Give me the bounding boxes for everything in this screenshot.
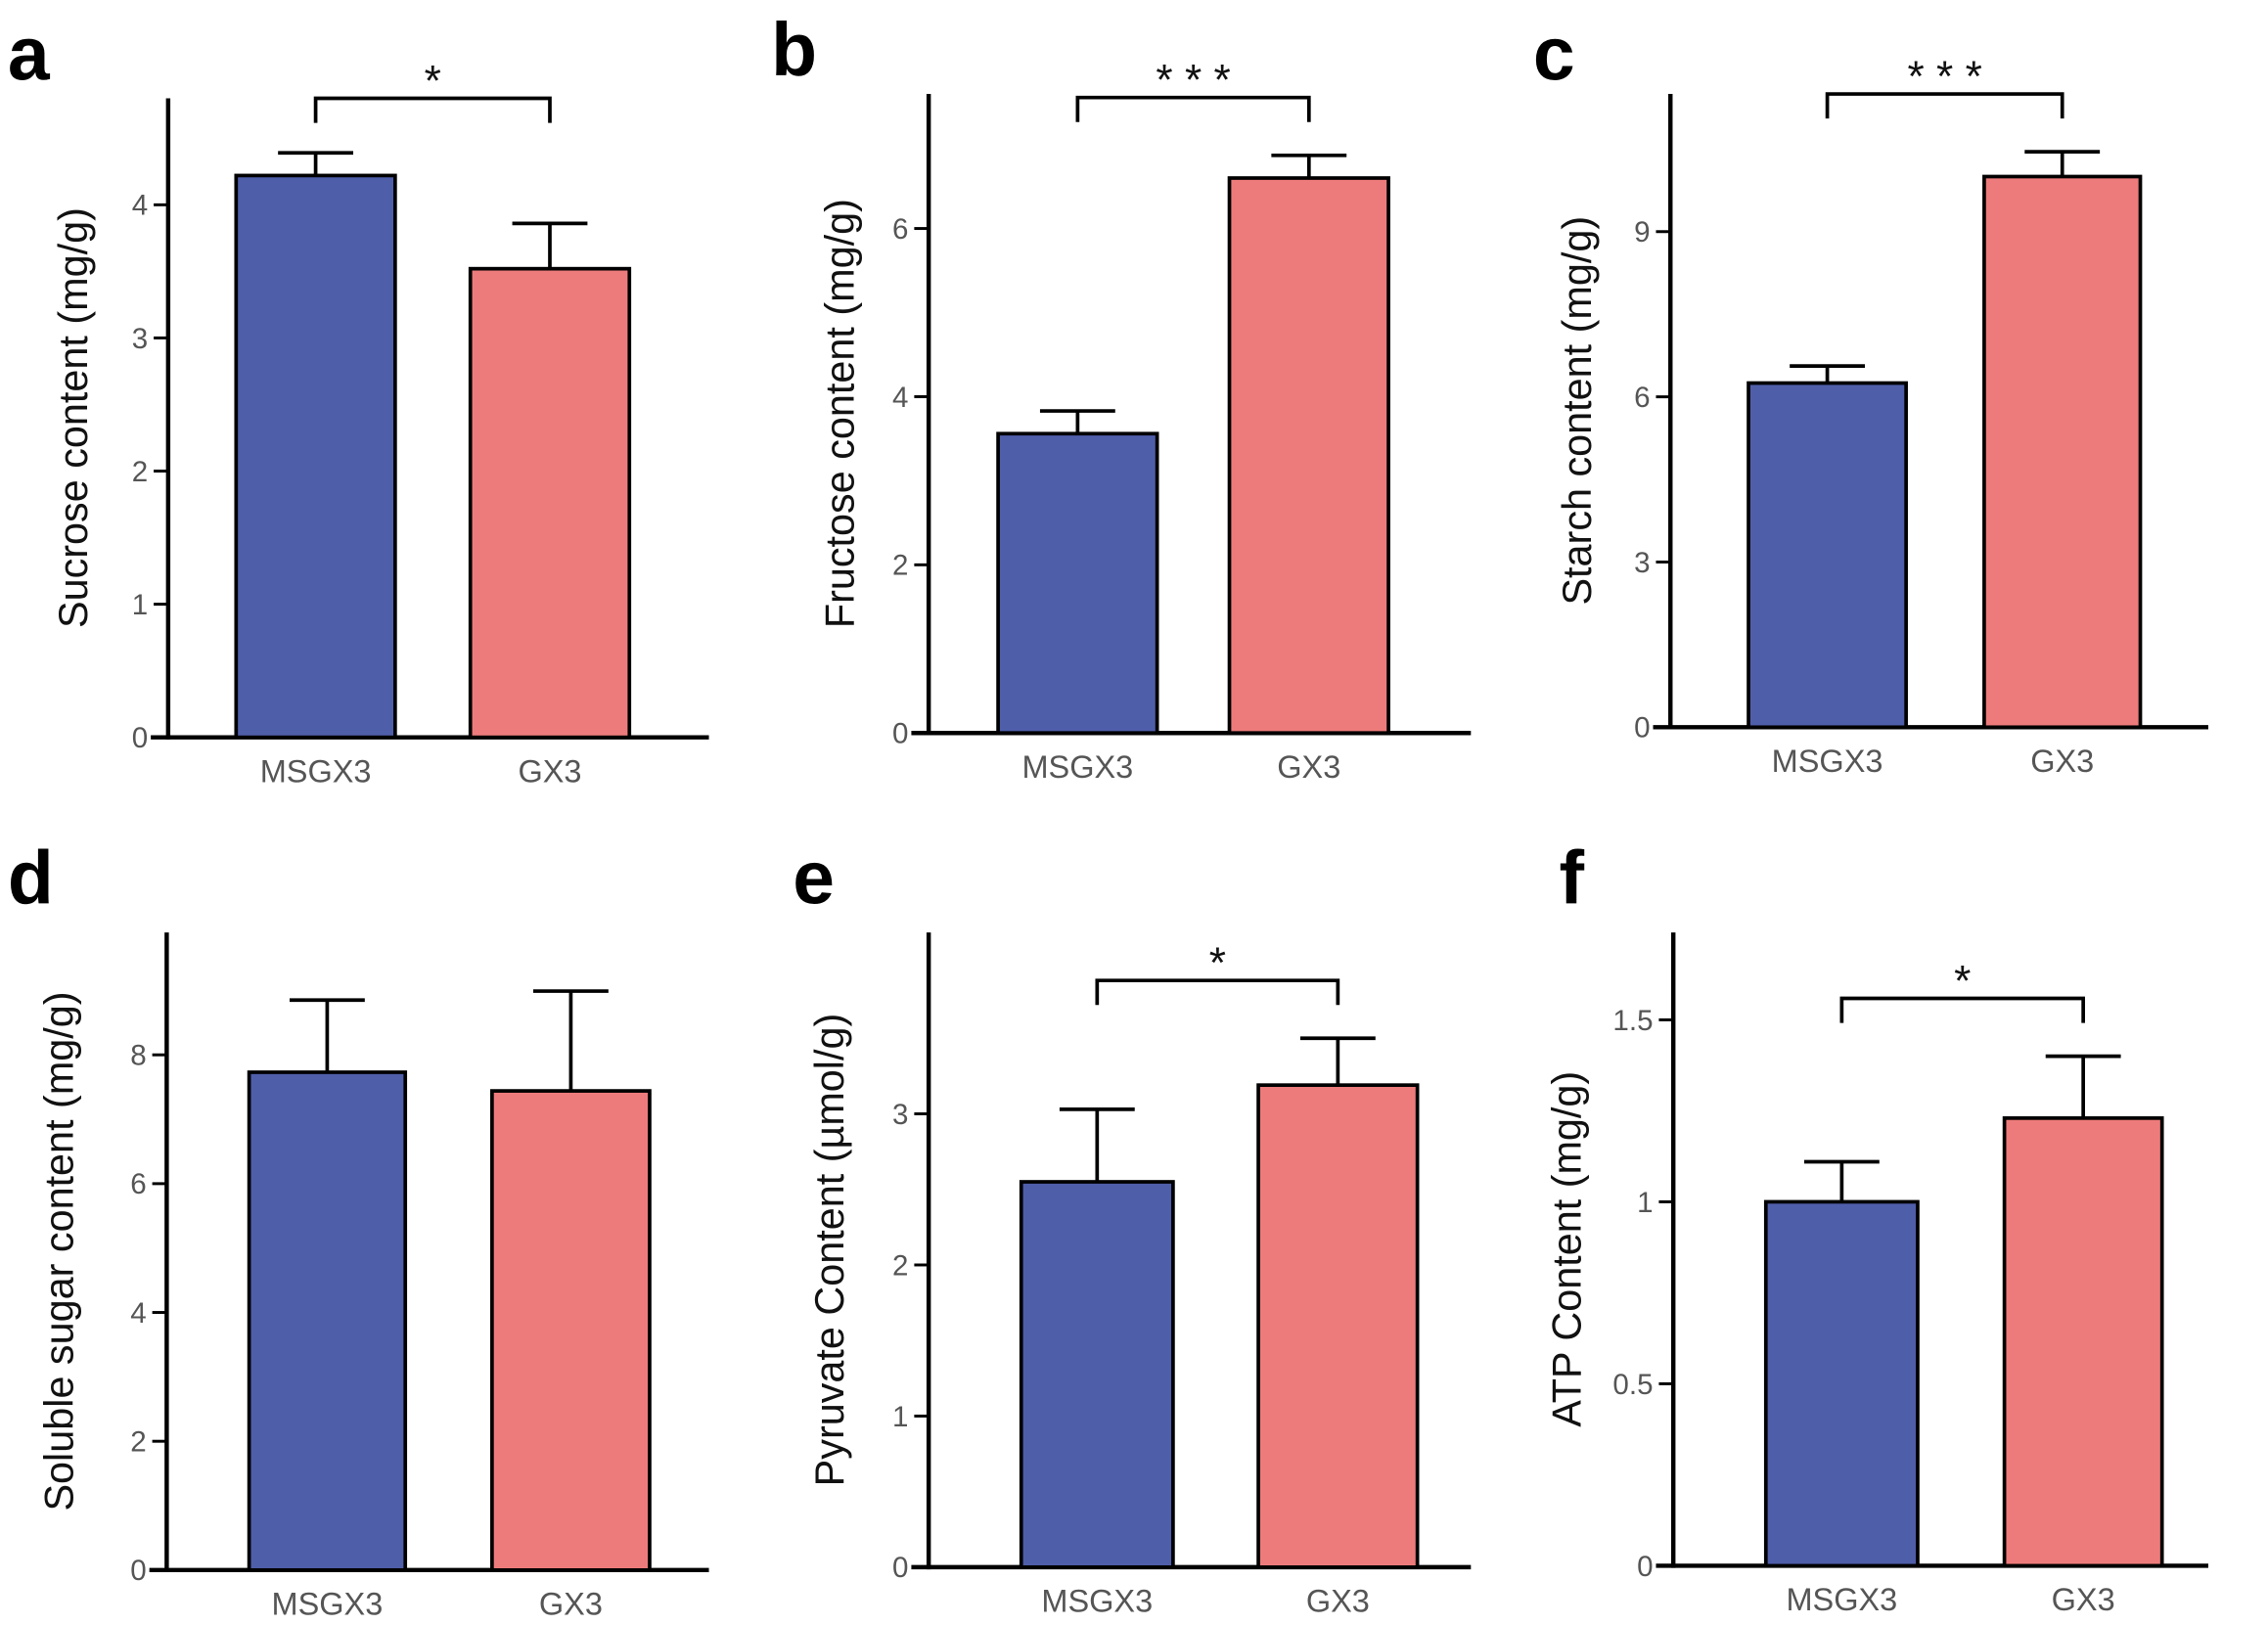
y-tick-label: 2 [132,456,148,488]
y-tick-label: 1 [132,589,148,621]
significance-label: * [1954,958,1971,1006]
y-axis-label: Pyruvate Content (µmol/g) [807,1014,852,1487]
bar-gx3 [1256,1083,1420,1569]
panel-c: c 0 3 6 9 Starch content (mg/g) MSGX3 GX3 * * * [1533,12,2208,779]
y-tick-label: 0 [1634,712,1650,745]
panel-letter: f [1559,836,1584,921]
y-tick-label: 1 [892,1401,908,1433]
significance-label: * [1209,939,1226,987]
bar-msgx3 [996,431,1159,736]
y-tick-label: 9 [1634,216,1650,248]
y-axis-label: Sucrose content (mg/g) [51,207,96,628]
x-tick-label: GX3 [518,753,581,789]
y-tick-label: 4 [892,382,908,414]
x-tick-label: GX3 [539,1587,603,1622]
bar-msgx3 [247,1070,408,1572]
bar-gx3 [2002,1116,2164,1568]
x-tick-label: GX3 [1306,1584,1370,1619]
panel-letter: c [1533,12,1575,96]
bar-gx3 [1227,176,1390,736]
panel-letter: a [8,12,51,96]
y-axis-label: ATP Content (mg/g) [1545,1071,1590,1427]
bar-gx3 [1982,174,2143,730]
bar-msgx3 [1746,381,1908,730]
y-tick-label: 0 [892,718,908,750]
panel-a: a 0 1 2 3 4 Sucrose content (mg/g) MSGX3 GX3 * [8,12,709,789]
y-axis-label: Starch content (mg/g) [1555,216,1600,606]
bar-gx3 [468,266,632,740]
panel-letter: b [771,8,817,92]
significance-label: * * * [1156,57,1230,105]
bar-msgx3 [234,173,397,740]
x-tick-label: GX3 [2052,1582,2115,1617]
x-tick-label: MSGX3 [1786,1582,1897,1617]
x-tick-label: GX3 [2030,744,2094,779]
y-axis-label: Fructose content (mg/g) [817,199,862,628]
x-tick-label: MSGX3 [1041,1584,1153,1619]
bar-msgx3 [1019,1180,1175,1569]
y-axis-label: Soluble sugar content (mg/g) [36,991,81,1511]
y-tick-label: 1 [1637,1187,1653,1219]
x-tick-label: MSGX3 [1772,744,1883,779]
panel-d: d 0 2 4 6 8 Soluble sugar content (mg/g) MSGX3 G… [8,836,709,1622]
y-tick-label: 0 [1637,1551,1653,1583]
y-tick-label: 6 [130,1168,146,1200]
significance-bracket [1839,996,2085,1023]
panel-b: b 0 2 4 6 Fructose content (mg/g) MSGX3 GX3 * * … [771,8,1472,785]
bar-msgx3 [1763,1199,1920,1568]
significance-label: * * * [1907,53,1981,101]
y-tick-label: 6 [1634,382,1650,414]
panel-letter: d [8,836,54,921]
y-tick-label: 0 [892,1552,908,1584]
x-tick-label: GX3 [1277,749,1340,785]
significance-bracket [1825,92,2064,119]
x-tick-label: MSGX3 [260,753,372,789]
y-tick-label: 3 [892,1099,908,1131]
y-tick-label: 4 [130,1297,146,1330]
y-tick-label: 3 [1634,547,1650,579]
x-tick-label: MSGX3 [272,1587,384,1622]
significance-bracket [1075,95,1311,122]
significance-bracket [1095,978,1340,1006]
significance-label: * [425,58,441,106]
bar-gx3 [490,1089,652,1572]
y-tick-label: 6 [892,213,908,246]
significance-bracket [313,96,552,123]
y-tick-label: 3 [132,323,148,355]
y-tick-label: 0 [132,722,148,754]
y-tick-label: 4 [132,190,148,222]
panel-e: e 0 1 2 3 Pyruvate Content (µmol/g) MSGX3 GX3 * [793,836,1472,1619]
y-tick-label: 2 [130,1426,146,1459]
y-tick-label: 0 [130,1555,146,1587]
y-tick-label: 1.5 [1612,1005,1653,1037]
y-tick-label: 2 [892,550,908,582]
x-tick-label: MSGX3 [1021,749,1133,785]
panel-f: f 0 0.5 1 1.5 ATP Content (mg/g) MSGX3 GX3 * [1545,836,2208,1617]
y-tick-label: 0.5 [1612,1369,1653,1401]
panel-letter: e [793,836,835,921]
y-tick-label: 2 [892,1249,908,1282]
y-tick-label: 8 [130,1040,146,1072]
